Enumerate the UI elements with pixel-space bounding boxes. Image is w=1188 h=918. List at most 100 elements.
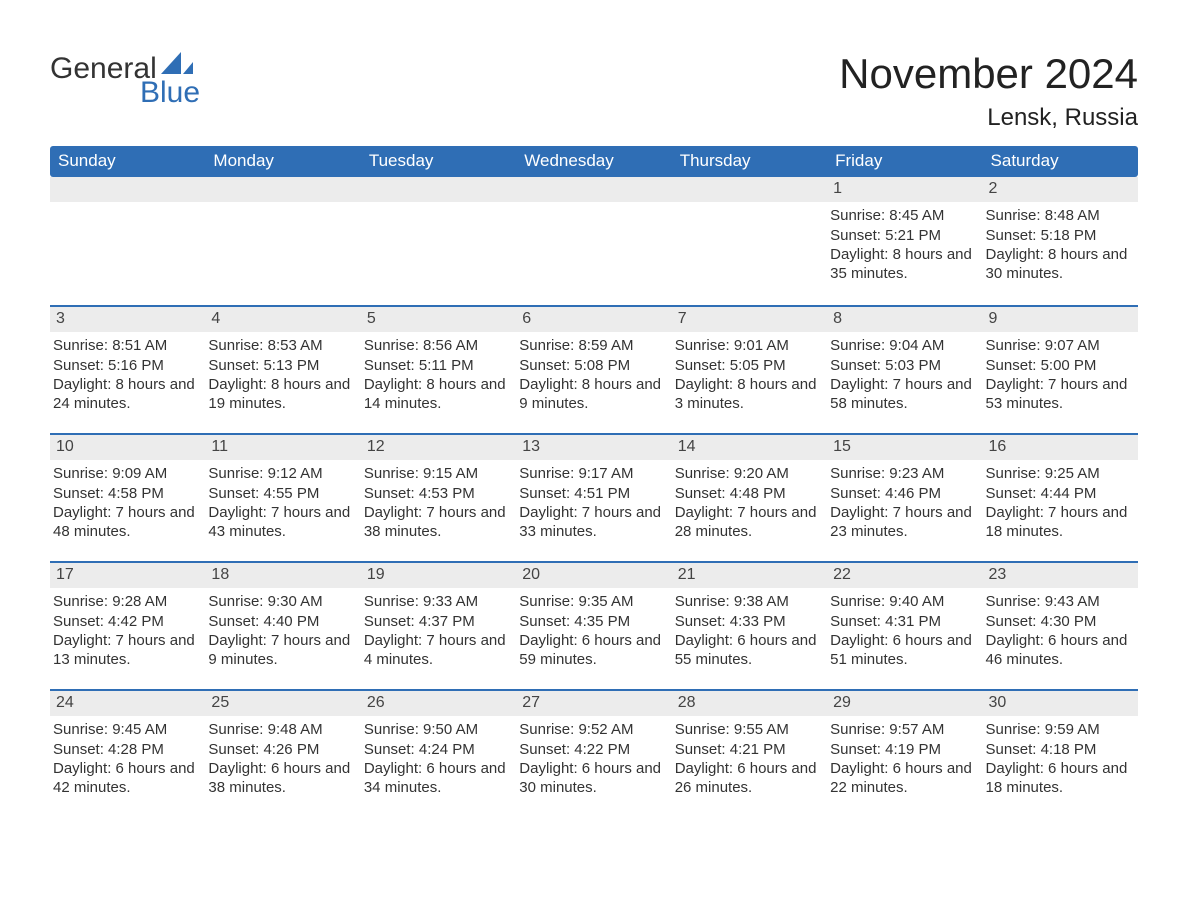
week-row: 3Sunrise: 8:51 AMSunset: 5:16 PMDaylight…: [50, 305, 1138, 433]
day-cell: 15Sunrise: 9:23 AMSunset: 4:46 PMDayligh…: [827, 435, 982, 561]
daylight-line: Daylight: 8 hours and 3 minutes.: [675, 375, 824, 413]
week-row: 1Sunrise: 8:45 AMSunset: 5:21 PMDaylight…: [50, 177, 1138, 305]
day-number: 24: [50, 691, 205, 716]
day-cell: 12 Sunrise: 9:15 AMSunset: 4:53 PMDayligh…: [361, 435, 516, 561]
sunset-line: Sunset: 4:37 PM: [364, 612, 513, 631]
day-number: 4: [205, 307, 360, 332]
day-cell: 25Sunrise: 9:48 AMSunset: 4:26 PMDayligh…: [205, 691, 360, 817]
daylight-line: Daylight: 7 hours and 9 minutes.: [208, 631, 357, 669]
dow-tuesday: Tuesday: [361, 146, 516, 177]
sunset-line: Sunset: 4:53 PM: [364, 484, 513, 503]
day-number: 13: [516, 435, 671, 460]
day-cell: 17Sunrise: 9:28 AMSunset: 4:42 PMDayligh…: [50, 563, 205, 689]
location: Lensk, Russia: [839, 104, 1138, 132]
sunrise-line: Sunrise: 9:52 AM: [519, 720, 668, 739]
brand-logo: General Blue: [50, 50, 200, 108]
daylight-line: Daylight: 7 hours and 53 minutes.: [986, 375, 1135, 413]
day-cell: 14Sunrise: 9:20 AMSunset: 4:48 PMDayligh…: [672, 435, 827, 561]
sunset-line: Sunset: 4:46 PM: [830, 484, 979, 503]
daylight-line: Daylight: 6 hours and 34 minutes.: [364, 759, 513, 797]
calendar: SundayMondayTuesdayWednesdayThursdayFrid…: [50, 146, 1138, 817]
day-number: 23: [983, 563, 1138, 588]
day-number: [516, 177, 671, 202]
sunrise-line: Sunrise: 9:12 AM: [208, 464, 357, 483]
sunset-line: Sunset: 4:19 PM: [830, 740, 979, 759]
day-cell: 29Sunrise: 9:57 AMSunset: 4:19 PMDayligh…: [827, 691, 982, 817]
daylight-line: Daylight: 7 hours and 4 minutes.: [364, 631, 513, 669]
sunrise-line: Sunrise: 9:57 AM: [830, 720, 979, 739]
week-row: 24Sunrise: 9:45 AMSunset: 4:28 PMDayligh…: [50, 689, 1138, 817]
day-number: 9: [983, 307, 1138, 332]
day-number: [672, 177, 827, 202]
sunset-line: Sunset: 4:18 PM: [986, 740, 1135, 759]
sunrise-line: Sunrise: 9:43 AM: [986, 592, 1135, 611]
day-of-week-header: SundayMondayTuesdayWednesdayThursdayFrid…: [50, 146, 1138, 177]
header: General Blue November 2024 Lensk, Russia: [50, 50, 1138, 132]
daylight-line: Daylight: 6 hours and 51 minutes.: [830, 631, 979, 669]
day-number: 20: [516, 563, 671, 588]
sunrise-line: Sunrise: 9:55 AM: [675, 720, 824, 739]
daylight-line: Daylight: 6 hours and 42 minutes.: [53, 759, 202, 797]
daylight-line: Daylight: 7 hours and 43 minutes.: [208, 503, 357, 541]
day-cell: 10Sunrise: 9:09 AMSunset: 4:58 PMDayligh…: [50, 435, 205, 561]
daylight-line: Daylight: 8 hours and 19 minutes.: [208, 375, 357, 413]
sunrise-line: Sunrise: 9:23 AM: [830, 464, 979, 483]
daylight-line: Daylight: 6 hours and 46 minutes.: [986, 631, 1135, 669]
day-number: 3: [50, 307, 205, 332]
daylight-line: Daylight: 8 hours and 24 minutes.: [53, 375, 202, 413]
day-number: 12: [361, 435, 516, 460]
day-cell: 21Sunrise: 9:38 AMSunset: 4:33 PMDayligh…: [672, 563, 827, 689]
dow-monday: Monday: [205, 146, 360, 177]
sunset-line: Sunset: 4:21 PM: [675, 740, 824, 759]
sunrise-line: Sunrise: 9:07 AM: [986, 336, 1135, 355]
sunrise-line: Sunrise: 8:48 AM: [986, 206, 1135, 225]
sunrise-line: Sunrise: 9:35 AM: [519, 592, 668, 611]
sunset-line: Sunset: 4:30 PM: [986, 612, 1135, 631]
title-block: November 2024 Lensk, Russia: [839, 50, 1138, 132]
daylight-line: Daylight: 6 hours and 22 minutes.: [830, 759, 979, 797]
sunset-line: Sunset: 4:58 PM: [53, 484, 202, 503]
daylight-line: Daylight: 7 hours and 38 minutes.: [364, 503, 513, 541]
sunrise-line: Sunrise: 8:59 AM: [519, 336, 668, 355]
day-cell: 1Sunrise: 8:45 AMSunset: 5:21 PMDaylight…: [827, 177, 982, 305]
sunset-line: Sunset: 5:18 PM: [986, 226, 1135, 245]
day-number: [361, 177, 516, 202]
day-cell: 6Sunrise: 8:59 AMSunset: 5:08 PMDaylight…: [516, 307, 671, 433]
day-number: 1: [827, 177, 982, 202]
week-row: 17Sunrise: 9:28 AMSunset: 4:42 PMDayligh…: [50, 561, 1138, 689]
day-cell: 20Sunrise: 9:35 AMSunset: 4:35 PMDayligh…: [516, 563, 671, 689]
day-cell: 9 Sunrise: 9:07 AMSunset: 5:00 PMDaylight…: [983, 307, 1138, 433]
day-number: 30: [983, 691, 1138, 716]
day-number: 10: [50, 435, 205, 460]
sunrise-line: Sunrise: 9:15 AM: [364, 464, 513, 483]
sunset-line: Sunset: 5:00 PM: [986, 356, 1135, 375]
day-cell: 3Sunrise: 8:51 AMSunset: 5:16 PMDaylight…: [50, 307, 205, 433]
sunrise-line: Sunrise: 8:53 AM: [208, 336, 357, 355]
day-cell: 30Sunrise: 9:59 AMSunset: 4:18 PMDayligh…: [983, 691, 1138, 817]
day-number: 11: [205, 435, 360, 460]
weeks-container: 1Sunrise: 8:45 AMSunset: 5:21 PMDaylight…: [50, 177, 1138, 817]
dow-saturday: Saturday: [983, 146, 1138, 177]
sunrise-line: Sunrise: 9:04 AM: [830, 336, 979, 355]
sunset-line: Sunset: 4:51 PM: [519, 484, 668, 503]
sunrise-line: Sunrise: 9:25 AM: [986, 464, 1135, 483]
sunset-line: Sunset: 4:40 PM: [208, 612, 357, 631]
sunset-line: Sunset: 5:08 PM: [519, 356, 668, 375]
daylight-line: Daylight: 7 hours and 28 minutes.: [675, 503, 824, 541]
day-cell-empty: [50, 177, 205, 305]
day-number: 8: [827, 307, 982, 332]
dow-friday: Friday: [827, 146, 982, 177]
day-number: 22: [827, 563, 982, 588]
day-cell-empty: [672, 177, 827, 305]
sunset-line: Sunset: 4:48 PM: [675, 484, 824, 503]
day-cell: 13Sunrise: 9:17 AMSunset: 4:51 PMDayligh…: [516, 435, 671, 561]
day-number: 14: [672, 435, 827, 460]
day-number: 18: [205, 563, 360, 588]
sunset-line: Sunset: 4:35 PM: [519, 612, 668, 631]
sunset-line: Sunset: 5:03 PM: [830, 356, 979, 375]
daylight-line: Daylight: 7 hours and 18 minutes.: [986, 503, 1135, 541]
day-cell: 11Sunrise: 9:12 AMSunset: 4:55 PMDayligh…: [205, 435, 360, 561]
sunset-line: Sunset: 4:22 PM: [519, 740, 668, 759]
day-cell: 28Sunrise: 9:55 AMSunset: 4:21 PMDayligh…: [672, 691, 827, 817]
daylight-line: Daylight: 8 hours and 9 minutes.: [519, 375, 668, 413]
